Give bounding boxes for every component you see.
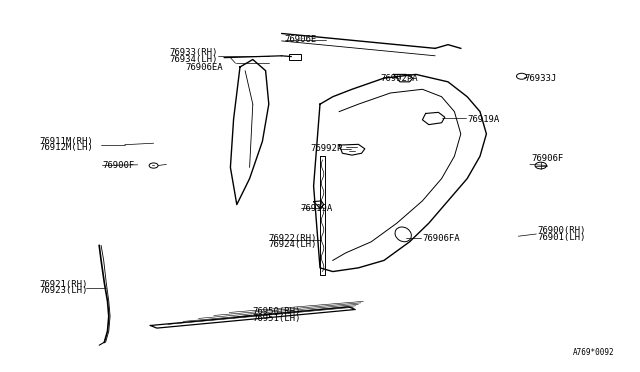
Text: 76901(LH): 76901(LH) — [538, 233, 586, 242]
Text: 76900(RH): 76900(RH) — [538, 226, 586, 235]
Text: 76933J: 76933J — [525, 74, 557, 83]
Text: 76919A: 76919A — [467, 115, 499, 124]
Text: 76992PA: 76992PA — [381, 74, 419, 83]
Text: A769*0092: A769*0092 — [573, 348, 614, 357]
Text: 76906E: 76906E — [285, 35, 317, 44]
Text: 76919A: 76919A — [301, 204, 333, 213]
Text: 76924(LH): 76924(LH) — [269, 240, 317, 249]
Text: 76911M(RH): 76911M(RH) — [40, 137, 93, 146]
Text: 76923(LH): 76923(LH) — [40, 286, 88, 295]
Text: 76921(RH): 76921(RH) — [40, 280, 88, 289]
Text: 76950(RH): 76950(RH) — [253, 307, 301, 316]
Text: 76933(RH): 76933(RH) — [170, 48, 218, 57]
Text: 76906F: 76906F — [531, 154, 563, 163]
Text: 76922(RH): 76922(RH) — [269, 234, 317, 243]
Text: 76906FA: 76906FA — [422, 234, 460, 243]
Text: 76951(LH): 76951(LH) — [253, 314, 301, 323]
Text: 76900F: 76900F — [102, 161, 134, 170]
Text: 76912M(LH): 76912M(LH) — [40, 143, 93, 152]
Text: 76934(LH): 76934(LH) — [170, 55, 218, 64]
Text: 76906EA: 76906EA — [186, 63, 223, 72]
Text: 76992P: 76992P — [310, 144, 342, 153]
